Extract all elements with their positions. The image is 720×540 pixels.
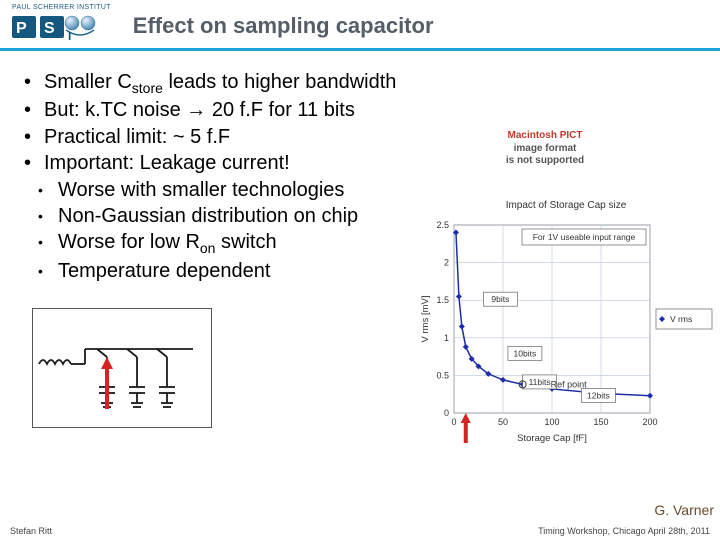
svg-text:100: 100 xyxy=(544,417,559,427)
pict-line1: Macintosh PICT xyxy=(490,130,600,143)
pict-line3: is not supported xyxy=(490,155,600,168)
circuit-svg xyxy=(33,309,211,427)
svg-text:11bits: 11bits xyxy=(529,377,551,387)
svg-text:I: I xyxy=(68,29,71,42)
pict-line2: image format xyxy=(490,143,600,156)
svg-text:S: S xyxy=(44,20,55,37)
svg-text:1.5: 1.5 xyxy=(436,295,449,305)
svg-text:V rms [mV]: V rms [mV] xyxy=(420,296,431,343)
attribution: G. Varner xyxy=(654,502,714,518)
circuit-diagram xyxy=(32,308,212,428)
bullet-l1-0: Smaller Cstore leads to higher bandwidth xyxy=(24,69,720,97)
psi-logo: PAUL SCHERRER INSTITUT P S I xyxy=(10,4,111,42)
footer-left: Stefan Ritt xyxy=(10,526,52,536)
footer-right: Timing Workshop, Chicago April 28th, 201… xyxy=(538,526,710,536)
bullet-l1-1: But: k.TC noise → 20 f.F for 11 bits xyxy=(24,97,720,123)
leakage-arrow-icon xyxy=(101,357,113,409)
svg-text:Storage Cap [fF]: Storage Cap [fF] xyxy=(517,433,587,444)
svg-text:1: 1 xyxy=(444,333,449,343)
svg-text:V rms: V rms xyxy=(670,314,692,324)
svg-text:12bits: 12bits xyxy=(587,390,610,400)
svg-text:0: 0 xyxy=(444,408,449,418)
bullet-l1-3: Important: Leakage current! xyxy=(24,150,720,176)
svg-text:P: P xyxy=(16,20,27,37)
svg-text:0: 0 xyxy=(451,417,456,427)
pict-unsupported: Macintosh PICT image format is not suppo… xyxy=(490,130,600,168)
svg-text:200: 200 xyxy=(642,417,657,427)
svg-text:9bits: 9bits xyxy=(491,294,509,304)
logo-institute: PAUL SCHERRER INSTITUT xyxy=(12,4,111,11)
svg-text:10bits: 10bits xyxy=(514,348,537,358)
svg-text:For 1V useable input range: For 1V useable input range xyxy=(533,232,636,242)
chart-svg: 0 50 100 150 200 0 0.5 1 1.5 2 2.5 Storage Cap [fF]… xyxy=(416,215,716,445)
svg-text:2.5: 2.5 xyxy=(436,220,449,230)
svg-text:2: 2 xyxy=(444,258,449,268)
psi-logo-mark: P S I xyxy=(10,12,96,42)
svg-text:50: 50 xyxy=(498,417,508,427)
svg-text:150: 150 xyxy=(593,417,608,427)
storage-cap-chart: Impact of Storage Cap size 0501001502000… xyxy=(416,200,716,450)
svg-text:0.5: 0.5 xyxy=(436,370,449,380)
slide-title: Effect on sampling capacitor xyxy=(133,13,434,39)
bullet-l1-2: Practical limit: ~ 5 f.F xyxy=(24,124,720,150)
svg-text:Ref point: Ref point xyxy=(551,379,588,389)
chart-title: Impact of Storage Cap size xyxy=(416,200,716,211)
